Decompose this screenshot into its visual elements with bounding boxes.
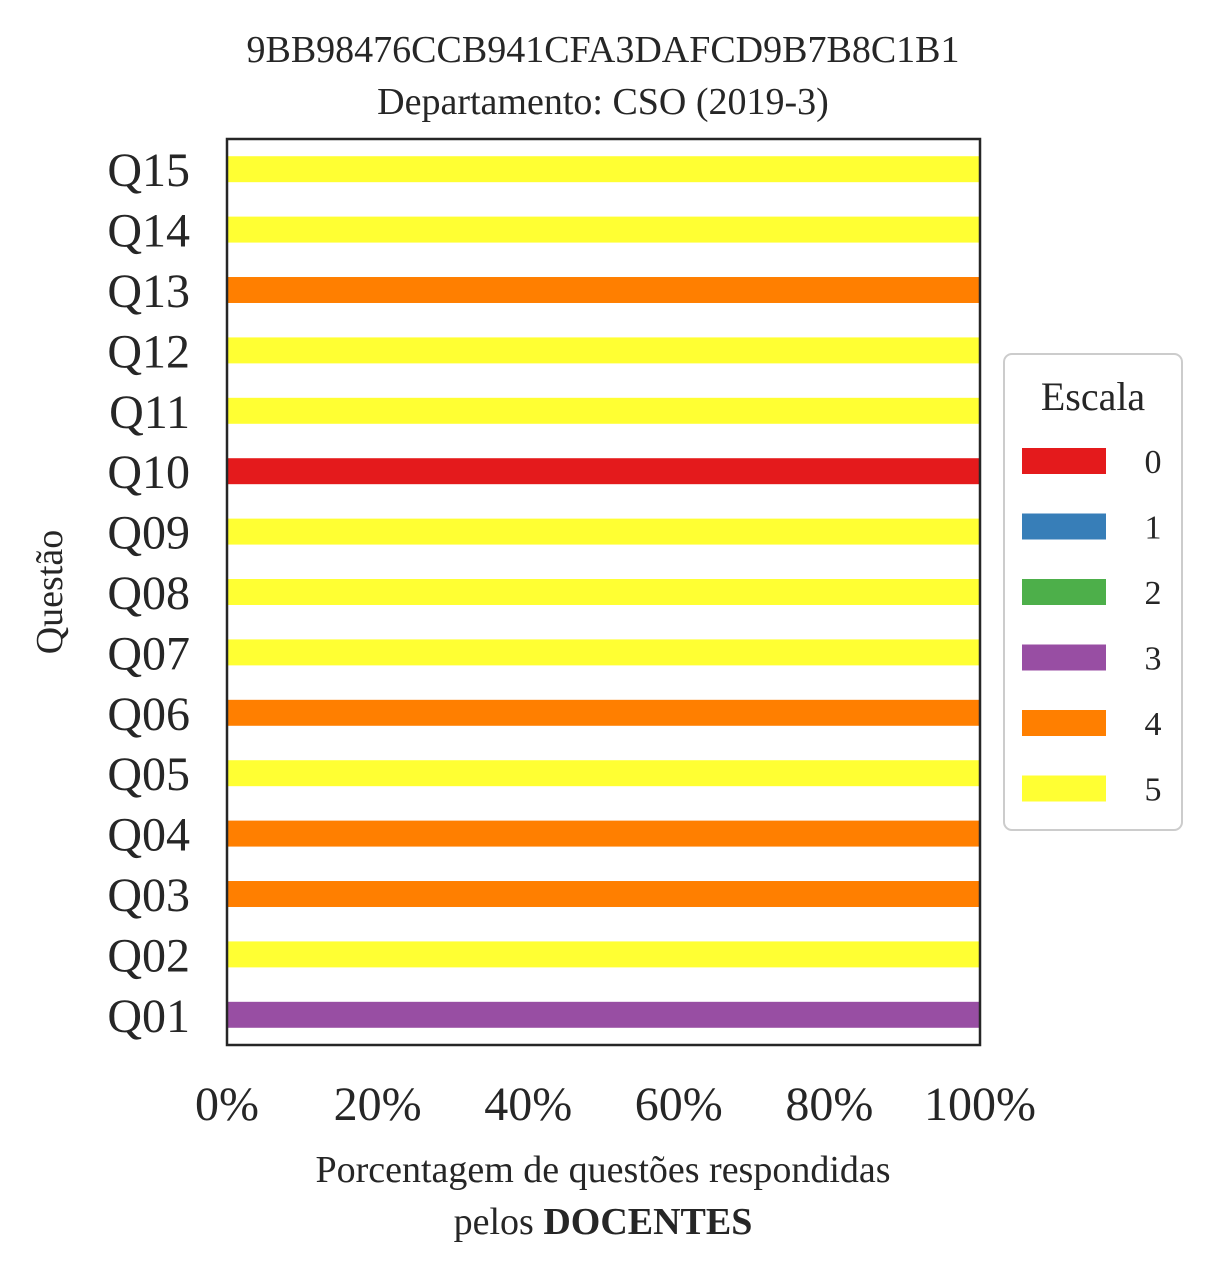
x-tick-labels: 0% 20% 40% 60% 80% 100%: [195, 1078, 1036, 1131]
legend: Escala 0 1 2 3 4 5: [1003, 353, 1183, 831]
x-axis-label-line2: pelos DOCENTES: [454, 1201, 753, 1243]
y-tick-q02: Q02: [107, 929, 190, 982]
legend-swatch-4: [1022, 710, 1106, 736]
legend-swatch-0: [1022, 448, 1106, 474]
bar-q07-escala-5: [227, 639, 980, 666]
bar-q08-escala-5: [227, 579, 980, 605]
y-tick-q14: Q14: [107, 205, 190, 258]
legend-swatch-5: [1022, 775, 1106, 802]
bar-q15-escala-5: [227, 156, 980, 183]
bar-q14-escala-5: [227, 216, 980, 243]
x-tick-5: 100%: [924, 1078, 1036, 1131]
y-tick-q15: Q15: [107, 144, 190, 197]
legend-swatch-1: [1022, 513, 1106, 540]
y-tick-q05: Q05: [107, 748, 190, 801]
bar-q10-escala-0: [227, 458, 980, 485]
bars-group: [227, 156, 980, 1028]
legend-items: 0 1 2 3 4 5: [1022, 444, 1162, 809]
bar-q04-escala-4: [227, 820, 980, 847]
bar-q13-escala-4: [227, 277, 980, 303]
x-tick-0: 0%: [195, 1078, 259, 1131]
y-tick-q03: Q03: [107, 869, 190, 922]
y-tick-q09: Q09: [107, 507, 190, 560]
bar-q03-escala-4: [227, 881, 980, 907]
y-tick-q04: Q04: [107, 809, 190, 862]
bar-q05-escala-5: [227, 760, 980, 787]
y-tick-q12: Q12: [107, 325, 190, 378]
legend-label-1: 1: [1145, 510, 1162, 547]
chart-subtitle: Departamento: CSO (2019-3): [377, 81, 829, 123]
chart-title: 9BB98476CCB941CFA3DAFCD9B7B8C1B1: [246, 29, 959, 71]
legend-label-4: 4: [1145, 706, 1162, 743]
y-tick-q01: Q01: [107, 990, 190, 1043]
x-axis-label-prefix: pelos: [454, 1201, 544, 1243]
legend-title: Escala: [1041, 374, 1146, 419]
bar-q02-escala-5: [227, 941, 980, 968]
y-tick-q08: Q08: [107, 567, 190, 620]
x-tick-3: 60%: [635, 1078, 723, 1131]
legend-swatch-3: [1022, 644, 1106, 671]
y-tick-q10: Q10: [107, 446, 190, 499]
legend-label-3: 3: [1145, 641, 1162, 678]
x-axis-label-bold: DOCENTES: [543, 1201, 752, 1243]
bar-q11-escala-5: [227, 397, 980, 424]
bar-q01-escala-3: [227, 1001, 980, 1028]
y-tick-labels: Q01 Q02 Q03 Q04 Q05 Q06 Q07 Q08 Q09 Q10 Q11 Q12 Q13 Q…: [107, 144, 190, 1043]
y-axis-label: Questão: [29, 530, 71, 655]
x-tick-1: 20%: [334, 1078, 422, 1131]
x-tick-2: 40%: [484, 1078, 572, 1131]
x-axis-label-line1: Porcentagem de questões respondidas: [315, 1149, 890, 1191]
bar-q12-escala-5: [227, 337, 980, 364]
legend-swatch-2: [1022, 579, 1106, 605]
bar-q09-escala-5: [227, 518, 980, 545]
plot-frame: [225, 137, 982, 1047]
y-tick-q11: Q11: [109, 386, 190, 439]
y-tick-q06: Q06: [107, 688, 190, 741]
bar-q06-escala-4: [227, 699, 980, 726]
x-tick-4: 80%: [785, 1078, 873, 1131]
legend-label-0: 0: [1145, 444, 1162, 481]
legend-label-5: 5: [1145, 772, 1162, 809]
y-tick-q07: Q07: [107, 627, 190, 680]
legend-label-2: 2: [1145, 575, 1162, 612]
y-tick-q13: Q13: [107, 265, 190, 318]
